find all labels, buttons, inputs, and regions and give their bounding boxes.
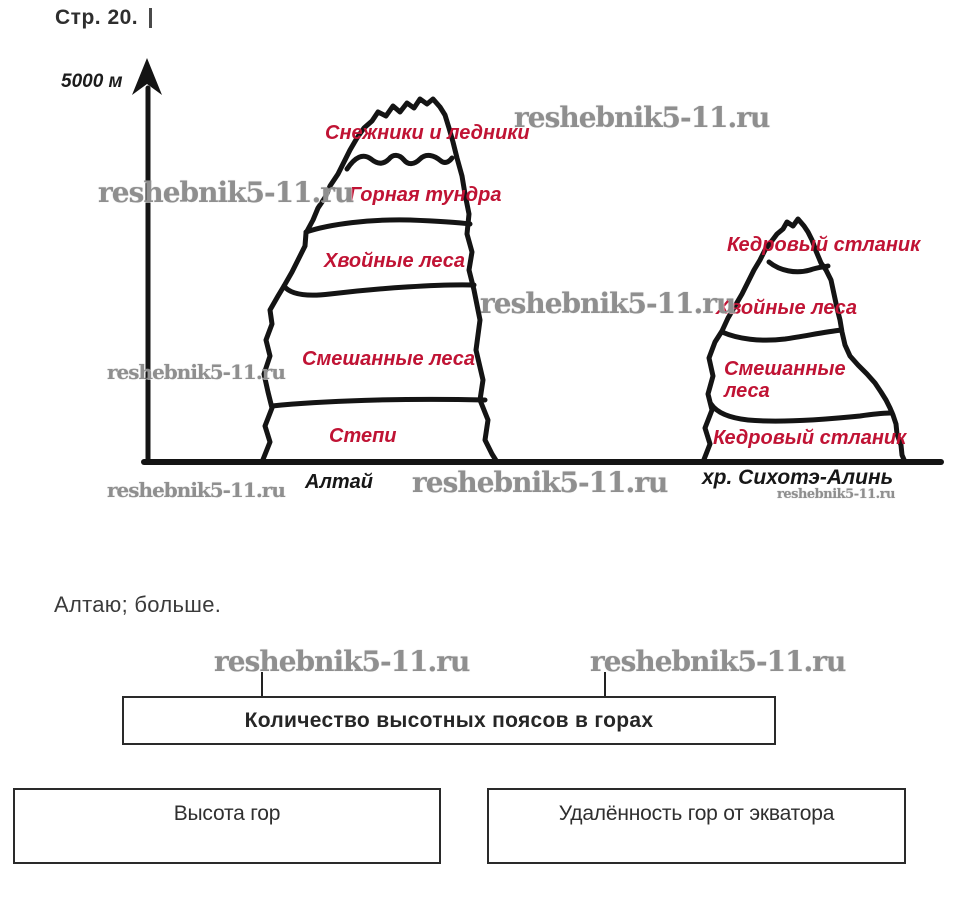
watermark: reshebnik5-11.ru xyxy=(107,360,286,384)
altai-zone-divider-conifer xyxy=(281,282,477,298)
down-arrow-line xyxy=(261,672,263,702)
altai-zone-label-snow: Снежники и ледники xyxy=(325,122,530,144)
answer-text: Алтаю; больше. xyxy=(54,592,222,617)
result-box: Количество высотных поясов в горах xyxy=(122,696,776,745)
elevation-diagram xyxy=(132,58,944,465)
mountain-name-sikhote: хр. Сихотэ-Алинь xyxy=(702,466,894,489)
altai-outline xyxy=(259,96,500,465)
sikhote-zone-label-mixed: Смешанные леса xyxy=(724,358,846,403)
sikhote-zone-label-cedar-bottom: Кедровый стланик xyxy=(713,427,907,449)
sikhote-zone-label-cedar-top: Кедровый стланик xyxy=(727,234,921,256)
sikhote-zone-divider-mid xyxy=(719,327,844,343)
cause-box-label: Удалённость гор от экватора xyxy=(558,802,835,825)
watermark: reshebnik5-11.ru xyxy=(107,478,286,502)
watermark: reshebnik5-11.ru xyxy=(412,466,668,499)
result-box-label: Количество высотных поясов в горах xyxy=(244,708,654,732)
watermark: reshebnik5-11.ru xyxy=(98,176,354,209)
cause-box-height: Высота гор xyxy=(13,788,441,864)
altai-zone-label-mixed: Смешанные леса xyxy=(302,348,475,370)
watermark: reshebnik5-11.ru xyxy=(480,287,736,320)
watermark: reshebnik5-11.ru xyxy=(214,645,470,678)
altai-zone-label-tundra: Горная тундра xyxy=(349,184,502,206)
mountain-name-altai: Алтай xyxy=(305,471,374,493)
down-arrow-line xyxy=(604,672,606,702)
watermark: reshebnik5-11.ru xyxy=(777,487,896,502)
sikhote-zone-divider-top xyxy=(766,259,831,275)
sikhote-zone-label-conifer: Хвойные леса xyxy=(716,297,857,319)
altai-zone-label-conifer: Хвойные леса xyxy=(324,250,465,272)
sikhote-zone-divider-bottom xyxy=(708,401,895,424)
watermark: reshebnik5-11.ru xyxy=(590,645,846,678)
altai-zone-divider-tundra xyxy=(303,217,473,235)
page-number-label: Стр. 20. xyxy=(55,6,139,29)
altai-zone-label-steppe: Степи xyxy=(329,425,397,447)
text-cursor xyxy=(149,8,152,28)
axis-max-label: 5000 м xyxy=(61,71,123,92)
altai-zone-divider-snow xyxy=(344,152,455,172)
axis-arrowhead-icon xyxy=(132,58,162,95)
cause-box-label: Высота гор xyxy=(173,802,281,825)
altai-zone-divider-steppe xyxy=(269,396,488,409)
cause-box-equator: Удалённость гор от экватора xyxy=(487,788,906,864)
watermark: reshebnik5-11.ru xyxy=(514,101,770,134)
